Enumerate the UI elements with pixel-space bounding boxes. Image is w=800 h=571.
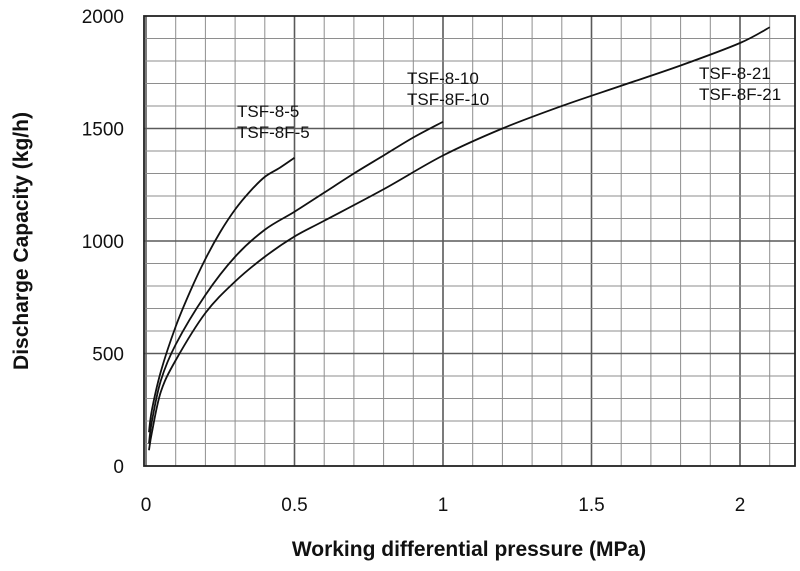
- series-label: TSF-8-10: [407, 69, 479, 88]
- series-label: TSF-8F-5: [237, 123, 310, 142]
- y-axis-title: Discharge Capacity (kg/h): [10, 112, 33, 370]
- y-tick-label: 1500: [82, 120, 124, 141]
- x-tick-label: 1.5: [578, 495, 604, 516]
- series-label: TSF-8-21: [699, 64, 771, 83]
- x-axis-title: Working differential pressure (MPa): [292, 538, 646, 561]
- y-tick-label: 2000: [82, 7, 124, 28]
- plot-frame: [143, 15, 796, 467]
- series-labels: TSF-8-5 TSF-8F-5 TSF-8-10 TSF-8F-10 TSF-8-21…: [237, 64, 781, 142]
- x-tick-label: 0: [141, 495, 152, 516]
- y-tick-label: 0: [113, 457, 124, 478]
- curves: [148, 26, 771, 451]
- series-line: [148, 26, 771, 451]
- grid: [144, 16, 795, 466]
- series-line: [148, 120, 444, 444]
- x-tick-label: 2: [735, 495, 746, 516]
- x-tick-label: 1: [438, 495, 449, 516]
- series-line: [148, 157, 296, 433]
- series-label: TSF-8F-21: [699, 85, 781, 104]
- series-label: TSF-8F-10: [407, 90, 489, 109]
- y-tick-label: 500: [92, 345, 124, 366]
- series-label: TSF-8-5: [237, 102, 299, 121]
- x-tick-label: 0.5: [281, 495, 307, 516]
- y-tick-label: 1000: [82, 232, 124, 253]
- tick-labels: 0 0.5 1 1.5 2 0 500 1000 1500 2000: [82, 7, 746, 516]
